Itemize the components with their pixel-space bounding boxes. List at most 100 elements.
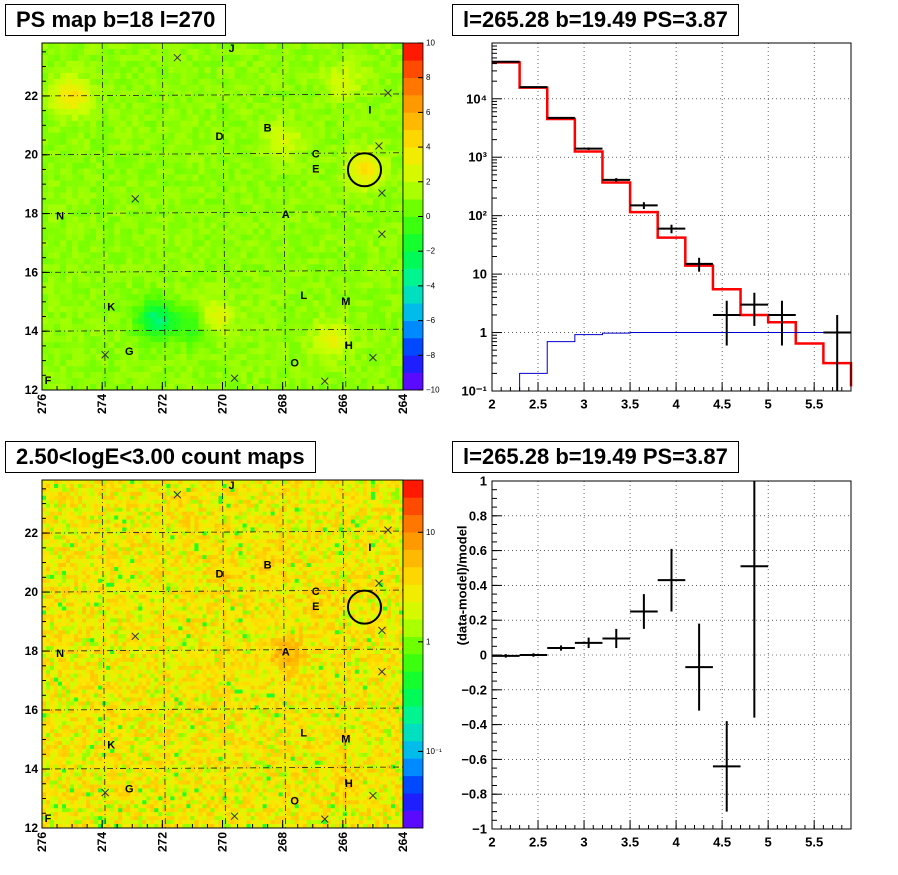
map-pixel — [222, 216, 229, 223]
map-pixel — [342, 306, 350, 313]
map-pixel — [138, 72, 145, 80]
map-pixel — [198, 276, 205, 283]
map-pixel — [102, 282, 109, 289]
map-pixel — [240, 264, 247, 271]
map-pixel — [306, 270, 314, 277]
map-pixel — [276, 156, 283, 163]
map-pixel — [378, 318, 386, 325]
map-pixel — [126, 527, 131, 532]
map-pixel — [198, 495, 203, 501]
map-pixel — [348, 246, 356, 253]
map-pixel — [288, 282, 295, 289]
map-pixel — [126, 180, 133, 187]
map-pixel — [134, 480, 139, 485]
map-pixel — [54, 282, 61, 289]
map-pixel — [174, 222, 181, 229]
map-pixel — [66, 204, 73, 211]
map-pixel — [322, 511, 328, 516]
map-pixel — [94, 499, 99, 505]
map-pixel — [198, 144, 205, 151]
map-pixel — [282, 192, 289, 199]
map-pixel — [130, 507, 135, 512]
map-pixel — [396, 132, 404, 140]
map-pixel — [214, 499, 219, 505]
map-pixel — [324, 240, 332, 247]
map-pixel — [394, 523, 400, 528]
map-pixel — [396, 384, 404, 391]
map-pixel — [318, 138, 326, 145]
map-pixel — [102, 198, 109, 205]
map-pixel — [318, 90, 326, 98]
map-pixel — [222, 258, 229, 265]
map-pixel — [132, 270, 139, 277]
map-pixel — [216, 336, 223, 343]
map-pixel — [394, 480, 400, 485]
map-pixel — [74, 507, 79, 512]
map-pixel — [254, 527, 259, 532]
map-pixel — [90, 499, 95, 505]
map-pixel — [374, 483, 380, 489]
map-pixel — [66, 108, 73, 116]
map-pixel — [84, 72, 91, 80]
map-pixel — [276, 276, 283, 283]
map-pixel — [102, 138, 109, 145]
map-pixel — [78, 491, 83, 497]
map-pixel — [96, 120, 103, 128]
map-pixel — [390, 312, 398, 319]
map-pixel — [114, 378, 121, 385]
map-pixel — [372, 360, 380, 367]
map-pixel — [216, 318, 223, 325]
map-pixel — [342, 258, 350, 265]
map-pixel — [300, 348, 308, 355]
map-pixel — [390, 114, 398, 122]
map-pixel — [120, 306, 127, 313]
map-pixel — [108, 384, 115, 391]
map-pixel — [246, 480, 251, 485]
map-pixel — [72, 306, 79, 313]
map-pixel — [58, 495, 63, 501]
map-pixel — [342, 72, 350, 80]
map-pixel — [138, 174, 145, 181]
map-pixel — [372, 216, 380, 223]
map-pixel — [66, 288, 73, 295]
map-pixel — [282, 102, 289, 110]
map-pixel — [162, 480, 167, 485]
map-pixel — [204, 168, 211, 175]
map-pixel — [78, 318, 85, 325]
map-pixel — [348, 144, 356, 151]
map-pixel — [102, 372, 109, 379]
map-pixel — [84, 372, 91, 379]
map-pixel — [110, 495, 115, 501]
map-pixel — [222, 495, 227, 501]
map-pixel — [370, 515, 376, 520]
map-pixel — [210, 234, 217, 241]
colorbar-tick-label: 4 — [426, 143, 431, 152]
map-pixel — [394, 503, 400, 508]
map-pixel — [84, 60, 91, 68]
map-pixel — [66, 318, 73, 325]
map-pixel — [168, 312, 175, 319]
source-label: I — [368, 105, 371, 117]
map-pixel — [182, 519, 187, 524]
map-pixel — [228, 84, 235, 92]
map-pixel — [228, 222, 235, 229]
map-pixel — [372, 180, 380, 187]
map-pixel — [60, 96, 67, 104]
map-pixel — [300, 186, 308, 193]
map-pixel — [384, 156, 392, 163]
map-pixel — [270, 126, 277, 134]
map-pixel — [276, 132, 283, 140]
map-pixel — [62, 507, 67, 512]
map-pixel — [334, 523, 340, 528]
map-pixel — [162, 372, 169, 379]
map-pixel — [282, 519, 287, 524]
map-pixel — [42, 282, 49, 289]
map-pixel — [270, 348, 277, 355]
map-pixel — [126, 366, 133, 373]
map-pixel — [330, 282, 338, 289]
map-pixel — [114, 270, 121, 277]
map-pixel — [180, 204, 187, 211]
map-pixel — [336, 66, 344, 74]
map-pixel — [342, 234, 350, 241]
map-pixel — [240, 78, 247, 86]
